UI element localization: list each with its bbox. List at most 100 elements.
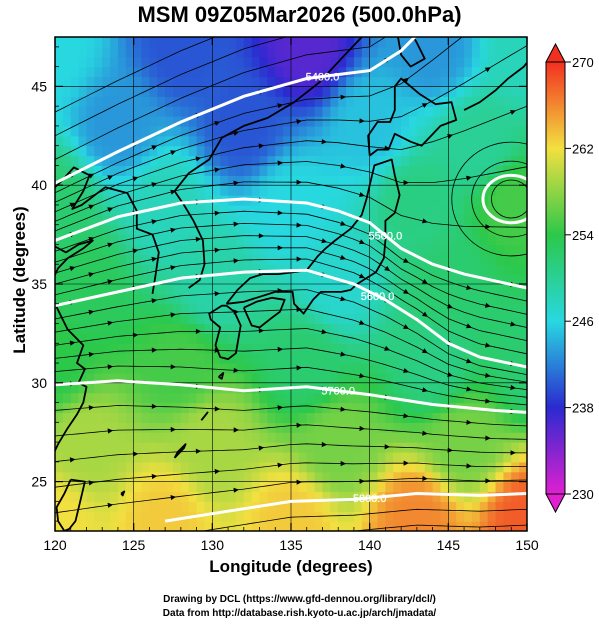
field-cell [322, 96, 331, 107]
field-cell [416, 66, 426, 78]
field-cell [259, 204, 268, 216]
field-cell [503, 382, 512, 394]
field-cell [503, 284, 512, 295]
field-cell [338, 224, 347, 236]
stream-arrow [403, 460, 409, 466]
field-cell [204, 412, 213, 423]
field-cell [479, 363, 489, 374]
field-cell [204, 521, 213, 531]
field-cell [157, 66, 166, 78]
field-cell [173, 333, 182, 344]
field-cell [519, 284, 527, 295]
stream-arrow [233, 221, 240, 227]
stream-arrow [510, 450, 516, 456]
field-cell [369, 234, 379, 246]
field-cell [55, 284, 64, 295]
field-cell [377, 343, 386, 354]
field-cell [424, 56, 434, 68]
field-cell [55, 521, 64, 531]
field-cell [291, 293, 300, 305]
field-cell [55, 293, 64, 305]
field-cell [267, 511, 276, 522]
stream-arrow [195, 236, 202, 242]
field-cell [298, 46, 308, 58]
field-cell [243, 234, 253, 246]
field-cell [157, 204, 166, 216]
field-cell [353, 175, 363, 186]
field-cell [361, 521, 371, 531]
field-cell [188, 343, 198, 354]
field-cell [133, 471, 143, 483]
field-cell [86, 333, 95, 344]
field-cell [188, 323, 198, 334]
field-cell [228, 165, 237, 176]
field-cell [204, 116, 213, 127]
field-cell [228, 204, 237, 216]
field-cell [338, 461, 347, 473]
field-cell [196, 86, 206, 97]
field-cell [117, 491, 127, 502]
height-contour [55, 379, 527, 414]
field-cell [519, 382, 527, 394]
stream-arrow [296, 479, 302, 485]
field-cell [424, 284, 434, 295]
field-cell [78, 234, 88, 246]
field-cell [471, 224, 481, 236]
field-cell [432, 204, 442, 216]
field-cell [204, 76, 213, 87]
field-cell [62, 76, 72, 87]
field-cell [180, 214, 190, 226]
field-cell [385, 37, 394, 48]
field-cell [196, 353, 206, 364]
field-cell [511, 135, 520, 147]
field-cell [401, 274, 410, 285]
field-cell [94, 37, 103, 48]
field-cell [448, 293, 457, 305]
field-cell [314, 432, 324, 443]
field-cell [503, 471, 512, 483]
field-cell [471, 442, 481, 453]
field-cell [330, 66, 339, 78]
field-cell [424, 451, 434, 463]
field-cell [165, 155, 174, 167]
field-cell [251, 293, 261, 305]
field-cell [487, 284, 497, 295]
field-cell [409, 155, 418, 167]
field-cell [377, 323, 386, 334]
stream-arrow [233, 487, 240, 493]
field-cell [409, 204, 418, 216]
field-cell [94, 274, 103, 285]
field-cell [125, 66, 135, 78]
field-cell [353, 343, 363, 354]
field-cell [495, 135, 504, 147]
field-cell [133, 254, 143, 265]
field-cell [133, 125, 143, 137]
field-cell [471, 135, 481, 147]
field-cell [165, 46, 174, 58]
field-cell [409, 372, 418, 384]
field-cell [188, 224, 198, 236]
field-cell [117, 96, 127, 107]
field-cell [464, 303, 473, 315]
field-cell [448, 195, 457, 206]
field-cell [102, 442, 111, 453]
field-cell [133, 76, 143, 87]
field-cell [393, 274, 402, 285]
field-cell [117, 442, 127, 453]
field-cell [416, 204, 426, 216]
field-cell [448, 382, 457, 394]
field-cell [110, 451, 119, 463]
field-cell [157, 323, 166, 334]
field-cell [267, 471, 276, 483]
field-cell [432, 76, 442, 87]
field-cell [55, 96, 64, 107]
field-cell [471, 145, 481, 157]
field-cell [149, 442, 158, 453]
field-cell [212, 511, 221, 522]
coastline [173, 443, 187, 459]
field-cell [306, 412, 316, 423]
field-cell [361, 165, 371, 176]
field-cell [117, 521, 127, 531]
field-cell [141, 343, 150, 354]
